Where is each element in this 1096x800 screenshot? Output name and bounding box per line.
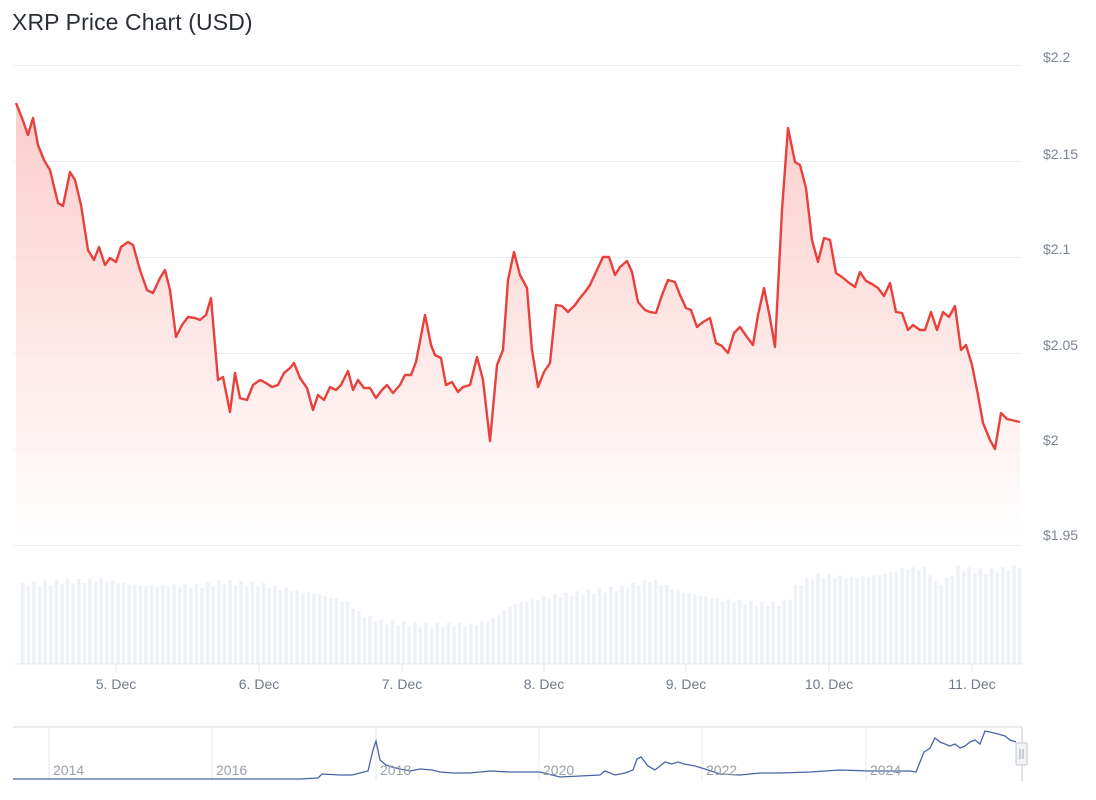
x-tick-label: 11. Dec: [948, 676, 996, 692]
navigator-year-label: 2024: [870, 762, 902, 778]
x-tick-label: 5. Dec: [95, 676, 137, 692]
y-tick-label: $2.2: [1043, 49, 1071, 65]
navigator-year-label: 2020: [543, 762, 575, 778]
x-axis-ticks: [115, 664, 973, 672]
y-tick-label: $2.1: [1043, 241, 1071, 257]
navigator-year-label: 2014: [53, 762, 85, 778]
navigator-year-label: 2018: [380, 762, 412, 778]
x-tick-label: 8. Dec: [523, 676, 565, 692]
navigator-year-label: 2022: [706, 762, 738, 778]
y-tick-label: $1.95: [1043, 527, 1079, 543]
navigator-line: [13, 730, 1017, 780]
price-line[interactable]: [14, 102, 1021, 451]
y-tick-label: $2.05: [1043, 337, 1079, 353]
navigator[interactable]: [13, 726, 1028, 781]
page-title: XRP Price Chart (USD): [12, 9, 253, 35]
y-tick-label: $2.15: [1043, 146, 1079, 162]
range-handle-right[interactable]: [1015, 742, 1028, 766]
x-tick-label: 9. Dec: [665, 676, 707, 692]
price-area-fill: [16, 103, 1020, 540]
volume-bars: [21, 565, 1022, 664]
x-tick-label: 10. Dec: [804, 676, 854, 692]
navigator-year-label: 2016: [216, 762, 248, 778]
y-tick-label: $2: [1043, 432, 1059, 448]
x-tick-label: 7. Dec: [381, 676, 423, 692]
x-tick-label: 6. Dec: [238, 676, 280, 692]
